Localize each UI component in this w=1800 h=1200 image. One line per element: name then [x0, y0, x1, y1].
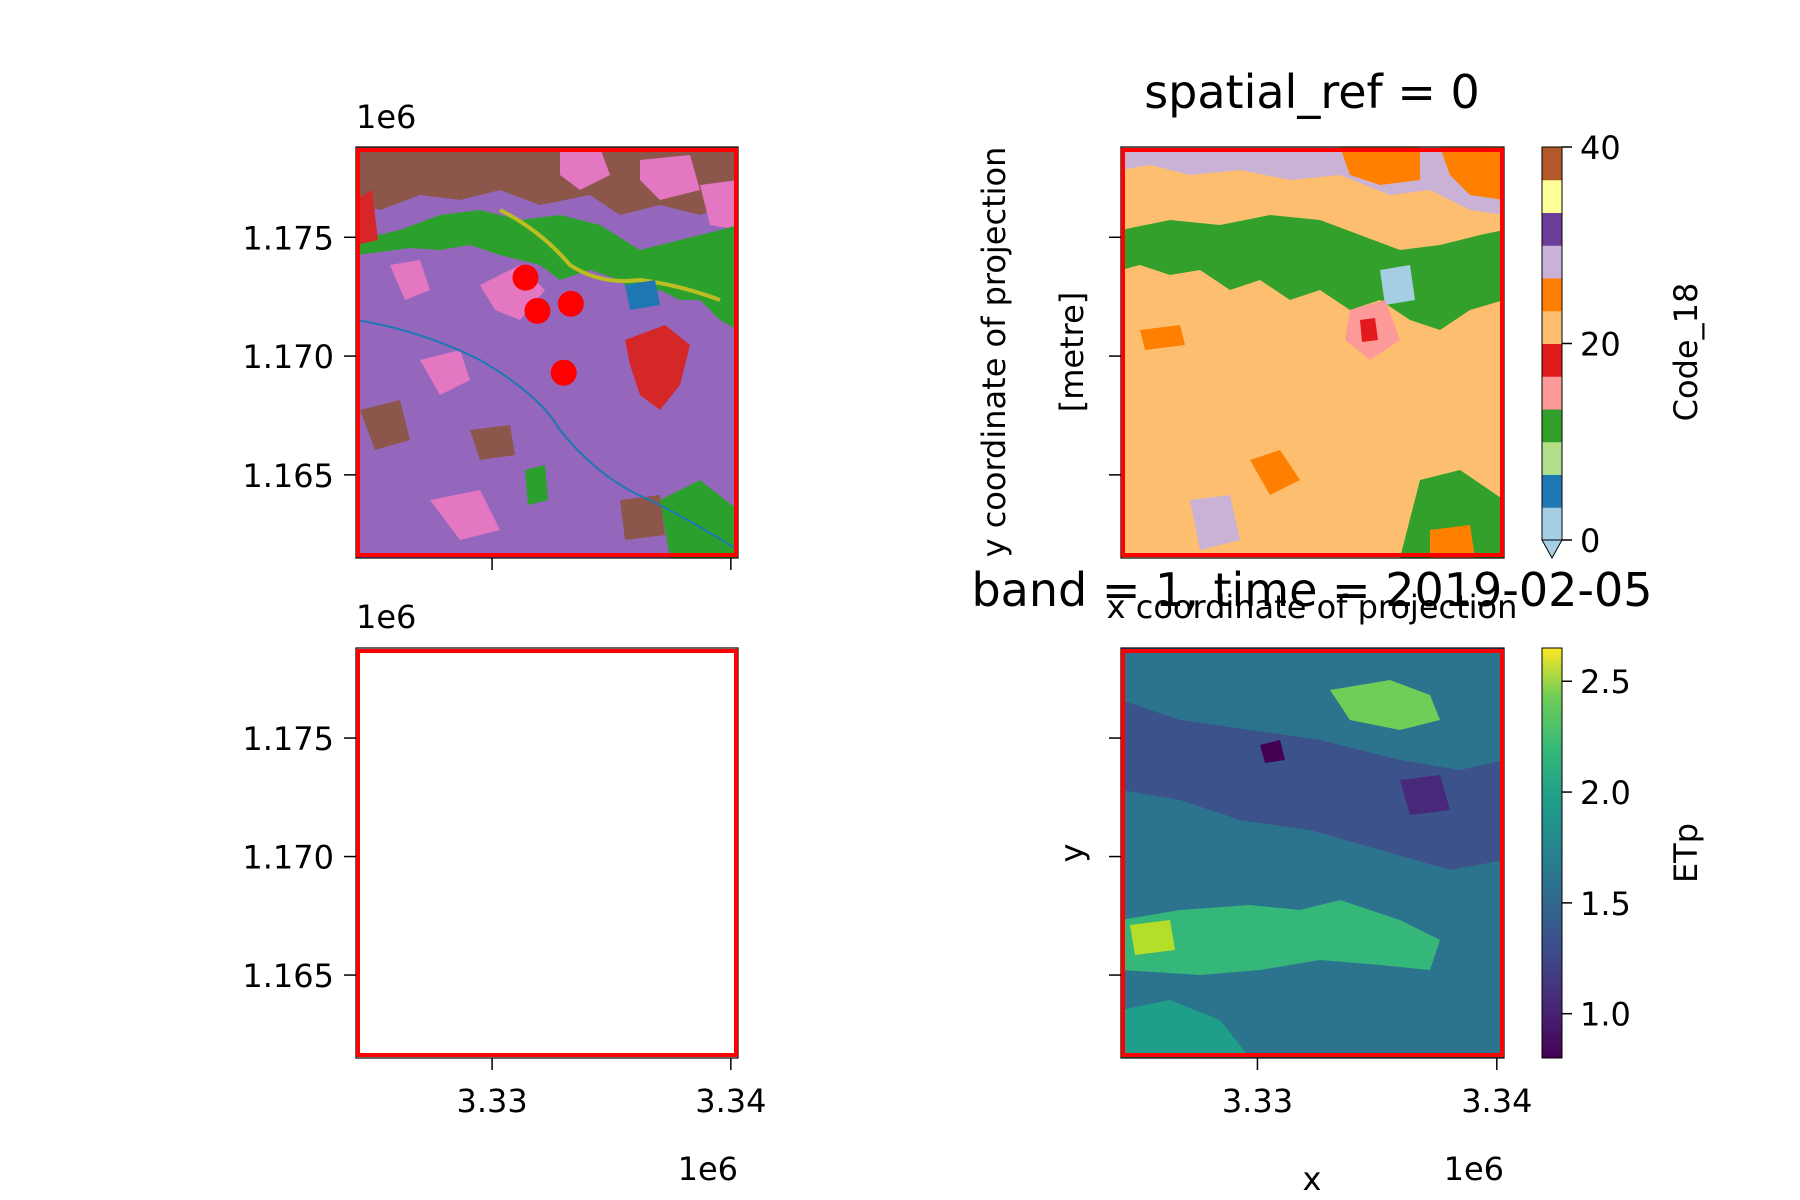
axes-frame-bottom-left: [355, 647, 739, 1059]
ytick-label-bottom-left: 1.165: [242, 957, 334, 995]
landcover-brown-c: [620, 495, 665, 540]
colorbar-segment: [1542, 409, 1562, 443]
red-frame-bottom-right: [1121, 649, 1504, 1057]
ylabel-bottom-right: y: [1053, 844, 1091, 863]
title-top-right: spatial_ref = 0: [1144, 65, 1480, 119]
panel-top-right: spatial_ref = 0 y coordinate of projecti…: [975, 65, 1705, 626]
y-offset-label-bottom-left: 1e6: [356, 598, 416, 636]
colorbar-segment: [1542, 376, 1562, 410]
red-frame-top-left: [356, 148, 738, 557]
landcover-brown-a: [360, 400, 410, 450]
landcover-pink-f: [420, 350, 470, 395]
landcover-green-band: [356, 210, 738, 330]
ytick-label-bottom-left: 1.170: [242, 839, 334, 877]
code18-lavender-low: [1190, 495, 1240, 550]
colorbar-tick-label: 2.0: [1580, 774, 1631, 812]
code18-green-band: [1121, 215, 1504, 330]
landcover-pink-g: [430, 490, 500, 540]
landcover-red-urban: [625, 325, 690, 410]
landcover-pink-b: [640, 155, 700, 200]
colorbar-tick-label: 20: [1580, 326, 1621, 364]
point-marker: [550, 359, 577, 386]
xtick-label-bottom-right: 3.33: [1222, 1082, 1293, 1120]
landcover-blue-patch: [625, 280, 660, 310]
panel-bottom-right: 3.33 3.34 band = 1, time = 2019-02-05 x y…: [971, 563, 1705, 1198]
landcover-pink-e: [390, 260, 430, 300]
colorbar-tick-label: 40: [1580, 129, 1621, 167]
colorbar-segment: [1542, 343, 1562, 377]
colorbar-segment: [1542, 179, 1562, 213]
etp-darkest-patch: [1260, 740, 1285, 763]
colorbar-segment: [1542, 310, 1562, 344]
colorbar-segment: [1542, 278, 1562, 312]
landcover-pink-a: [560, 148, 610, 190]
code18-red-patch: [1360, 318, 1378, 342]
x-offset-label-bottom-left: 1e6: [678, 1150, 738, 1188]
colorbar-tick-label: 0: [1580, 522, 1600, 560]
colorbar-tick-label: 2.5: [1580, 663, 1631, 701]
colorbar-segment: [1542, 441, 1562, 475]
red-frame-bottom-left: [356, 649, 738, 1057]
xtick-label-bottom-right: 3.34: [1461, 1082, 1532, 1120]
ylabel-line2-top-right: [metre]: [1053, 292, 1091, 413]
ylabel-line1-top-right: y coordinate of projection: [975, 147, 1013, 558]
xlabel-top-right: x coordinate of projection: [1107, 588, 1518, 626]
etp-yellowgreen-patch: [1130, 920, 1175, 955]
colorbar-code18: 0 20 40: [1541, 129, 1621, 560]
code18-lightblue-patch: [1380, 265, 1415, 305]
point-marker: [524, 297, 551, 324]
code18-orange-mid-b: [1250, 450, 1300, 495]
landcover-brown-b: [470, 425, 515, 460]
colorbar-segment: [1542, 147, 1562, 181]
xtick-label-bottom-left: 3.33: [456, 1082, 527, 1120]
landcover-red-edge: [356, 190, 378, 245]
colorbar-etp: 1.0 1.5 2.0 2.5: [1562, 663, 1631, 1034]
colorbar-segment: [1542, 212, 1562, 246]
ytick-label-top-left: 1.170: [242, 338, 334, 376]
x-offset-label-bottom-right: 1e6: [1444, 1150, 1504, 1188]
ytick-label-bottom-left: 1.175: [242, 720, 334, 758]
xlabel-bottom-right: x: [1303, 1160, 1322, 1198]
colorbar-segment: [1542, 474, 1562, 508]
ytick-label-top-left: 1.165: [242, 457, 334, 495]
colorbar-label-code18: Code_18: [1667, 283, 1705, 422]
etp-teal-bottom: [1121, 1000, 1250, 1058]
code18-orange-top-a: [1340, 147, 1420, 185]
colorbar-segment: [1542, 245, 1562, 279]
ytick-label-top-left: 1.175: [242, 219, 334, 257]
code18-orange-low: [1430, 525, 1475, 558]
title-bottom-right: band = 1, time = 2019-02-05: [971, 563, 1652, 617]
colorbar-tick-label: 1.0: [1580, 996, 1631, 1034]
landcover-green-small: [525, 465, 548, 505]
etp-green-band: [1121, 900, 1440, 975]
etp-dark-patch: [1400, 775, 1450, 815]
y-offset-label-top-left: 1e6: [356, 98, 416, 136]
colorbar-extend-arrow: [1541, 539, 1563, 560]
code18-map: [1121, 147, 1504, 558]
landcover-map: [356, 147, 738, 558]
etp-dark-band: [1121, 700, 1504, 870]
point-marker: [557, 290, 584, 317]
etp-map: [1121, 648, 1504, 1058]
red-frame-top-right: [1121, 148, 1504, 557]
landcover-river: [356, 319, 738, 551]
colorbar-tick-label: 1.5: [1580, 885, 1631, 923]
code18-orange-mid-a: [1140, 325, 1185, 350]
panel-top-left: 1.175 1.170 1.165 1e6: [242, 98, 739, 570]
etp-bright-patch-top: [1330, 680, 1440, 730]
colorbar-etp-gradient: [1541, 647, 1563, 1059]
xtick-label-bottom-left: 3.34: [695, 1082, 766, 1120]
colorbar-label-etp: ETp: [1667, 823, 1705, 883]
colorbar-segment: [1542, 507, 1562, 541]
landcover-olive-line: [499, 208, 721, 302]
point-marker: [512, 264, 539, 291]
code18-orange-top-b: [1440, 147, 1504, 200]
code18-green-low: [1400, 470, 1504, 558]
landcover-pink-c: [700, 180, 738, 230]
panel-bottom-left: 1.175 1.170 1.165 3.33 3.34 1e6 1e6: [242, 598, 766, 1188]
